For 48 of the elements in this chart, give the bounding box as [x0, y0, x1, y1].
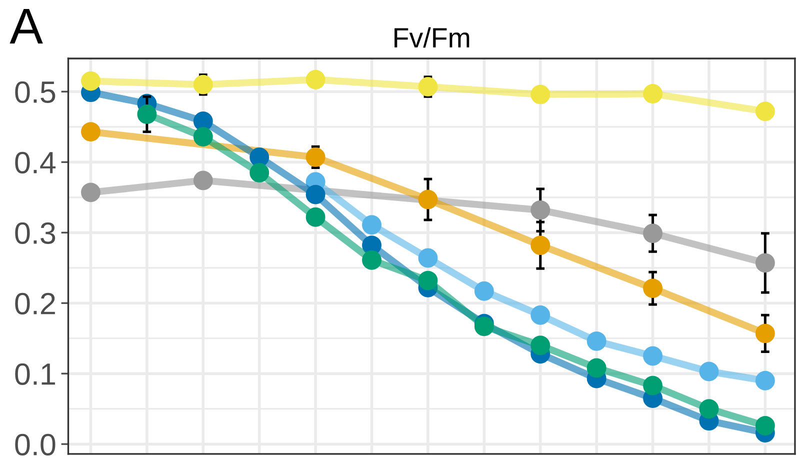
- point: [643, 346, 662, 366]
- point: [250, 147, 270, 167]
- point: [81, 122, 100, 142]
- point: [643, 84, 662, 104]
- point: [755, 324, 775, 344]
- point: [193, 127, 213, 146]
- point: [699, 362, 719, 382]
- point: [755, 370, 775, 390]
- point: [306, 70, 326, 90]
- point: [643, 224, 662, 244]
- y-tick-label: 0.3: [15, 222, 56, 244]
- point: [418, 76, 438, 96]
- point: [193, 74, 213, 94]
- point: [530, 305, 550, 325]
- point: [306, 207, 326, 227]
- text: A: [10, 9, 43, 44]
- point: [137, 104, 157, 124]
- point: [306, 147, 326, 167]
- point: [306, 184, 326, 204]
- point: [362, 250, 382, 270]
- point: [586, 331, 606, 351]
- point: [193, 170, 213, 190]
- point: [699, 399, 719, 419]
- point: [530, 236, 550, 256]
- y-tick-label: 0.0: [15, 434, 56, 456]
- point: [418, 270, 438, 290]
- point: [755, 416, 775, 436]
- point: [250, 162, 270, 182]
- point: [643, 376, 662, 396]
- point: [418, 248, 438, 268]
- point: [81, 71, 100, 91]
- point: [474, 281, 494, 301]
- point: [586, 358, 606, 378]
- point: [418, 190, 438, 210]
- point: [362, 215, 382, 235]
- chart-title: Fv/Fm: [394, 27, 470, 48]
- point: [643, 278, 662, 298]
- point: [755, 253, 775, 273]
- point: [193, 112, 213, 131]
- point: [530, 84, 550, 104]
- point: [755, 102, 775, 122]
- point: [81, 182, 100, 202]
- y-tick-label: 0.5: [15, 81, 56, 104]
- point: [530, 336, 550, 356]
- y-tick-label: 0.4: [15, 152, 56, 174]
- point: [530, 200, 550, 220]
- y-tick-label: 0.2: [15, 292, 55, 314]
- y-tick-label: 0.1: [15, 363, 55, 385]
